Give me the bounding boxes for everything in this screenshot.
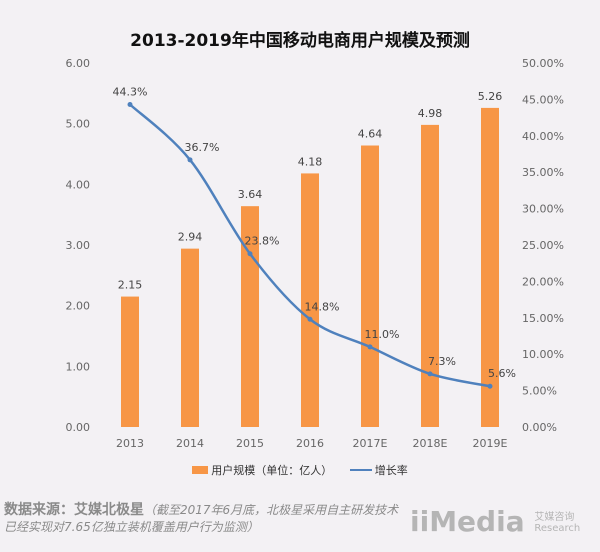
bar-data-label: 4.18	[298, 155, 323, 168]
right-tick-label: 0.00%	[522, 421, 557, 434]
left-tick-label: 4.00	[66, 178, 91, 191]
logo: iiMedia 艾媒咨询 Research	[410, 505, 580, 538]
bar	[121, 296, 139, 427]
x-tick-label: 2018E	[413, 437, 448, 450]
right-tick-label: 30.00%	[522, 203, 564, 216]
right-tick-label: 25.00%	[522, 239, 564, 252]
line-data-label: 7.3%	[428, 355, 456, 368]
bar	[481, 107, 499, 427]
legend-bar-label: 用户规模（单位：亿人）	[211, 464, 333, 477]
right-tick-label: 20.00%	[522, 275, 564, 288]
line-marker	[187, 157, 193, 163]
line-data-label: 23.8%	[245, 235, 280, 248]
line-marker	[247, 251, 253, 257]
line-marker	[307, 316, 313, 322]
bar-data-label: 5.26	[478, 90, 503, 103]
left-tick-label: 1.00	[66, 360, 91, 373]
line-marker	[127, 101, 133, 107]
line-data-label: 14.8%	[305, 300, 340, 313]
right-tick-label: 45.00%	[522, 93, 564, 106]
chart-title: 2013-2019年中国移动电商用户规模及预测	[130, 31, 470, 51]
bar-data-label: 4.98	[418, 107, 443, 120]
bar	[361, 145, 379, 428]
line-data-label: 44.3%	[113, 85, 148, 98]
line-marker	[487, 383, 493, 389]
x-tick-label: 2017E	[353, 437, 388, 450]
line-marker	[367, 344, 373, 350]
logo-cn: 艾媒咨询	[534, 512, 575, 523]
line-data-label: 11.0%	[365, 328, 400, 341]
x-tick-label: 2013	[116, 437, 144, 450]
legend-line-swatch	[349, 469, 372, 471]
left-tick-label: 6.00	[66, 57, 91, 70]
legend: 用户规模（单位：亿人） 增长率	[0, 462, 600, 478]
bar-data-label: 2.15	[118, 279, 143, 292]
right-tick-label: 10.00%	[522, 348, 564, 361]
left-tick-label: 2.00	[66, 300, 91, 313]
right-tick-label: 35.00%	[522, 166, 564, 179]
bar	[181, 248, 199, 427]
right-tick-label: 15.00%	[522, 312, 564, 325]
source-label: 数据来源：艾媒北极星	[4, 502, 144, 518]
source-note: 数据来源：艾媒北极星（截至2017年6月底，北极星采用自主研发技术已经实现对7.…	[4, 502, 404, 536]
legend-bar-swatch	[192, 466, 209, 474]
bar-data-label: 2.94	[178, 231, 203, 244]
source-detail: （截至2017年6月底，北极星采用自主研发技术已经实现对7.65亿独立装机覆盖用…	[4, 503, 399, 534]
line-data-label: 5.6%	[488, 367, 516, 380]
bar	[301, 173, 319, 427]
x-tick-label: 2014	[176, 437, 204, 450]
chart-plot: 0.00 1.00 2.00 3.00 4.00 5.00 6.00 0.00% 5.00% 10…	[66, 57, 564, 450]
left-tick-label: 3.00	[66, 239, 91, 252]
right-tick-label: 40.00%	[522, 130, 564, 143]
left-tick-label: 5.00	[66, 118, 91, 131]
bar-data-label: 3.64	[238, 188, 263, 201]
bar	[421, 124, 439, 427]
x-tick-label: 2015	[236, 437, 264, 450]
right-tick-label: 50.00%	[522, 57, 564, 70]
line-data-label: 36.7%	[185, 141, 220, 154]
logo-text: iiMedia	[410, 505, 525, 538]
legend-line-label: 增长率	[374, 464, 408, 477]
bar-data-label: 4.64	[358, 128, 383, 141]
line-marker	[427, 371, 433, 377]
logo-en: Research	[534, 523, 581, 534]
left-tick-label: 0.00	[66, 421, 91, 434]
x-tick-label: 2016	[296, 437, 324, 450]
x-tick-label: 2019E	[473, 437, 508, 450]
right-tick-label: 5.00%	[522, 385, 557, 398]
